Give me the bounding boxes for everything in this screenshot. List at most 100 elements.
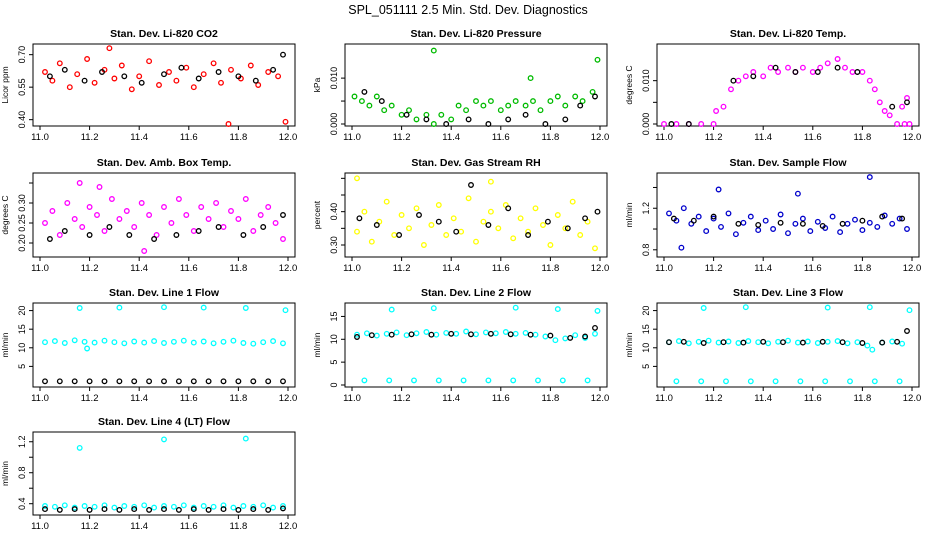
data-point — [354, 334, 360, 340]
data-point — [79, 224, 86, 230]
x-tick-label: 11.6 — [804, 393, 822, 404]
data-point — [190, 506, 197, 513]
data-point — [101, 228, 108, 234]
data-point — [505, 116, 512, 123]
data-point — [170, 503, 177, 510]
y-tick-label: 0.40 — [329, 203, 339, 221]
data-point — [61, 340, 68, 346]
data-series — [666, 328, 910, 346]
data-point — [569, 198, 576, 205]
data-point — [111, 504, 118, 511]
data-point — [106, 45, 113, 52]
data-point — [420, 242, 427, 248]
data-point — [116, 304, 123, 311]
x-tick-label: 11.0 — [655, 263, 673, 274]
data-point — [190, 339, 197, 346]
x-tick-label: 11.2 — [81, 132, 99, 143]
y-tick-label: 0.70 — [17, 46, 27, 64]
data-point — [468, 331, 474, 338]
y-tick-label: 0.8 — [17, 466, 27, 479]
data-point — [406, 107, 412, 114]
data-point — [735, 340, 742, 346]
data-point — [116, 216, 123, 222]
data-point — [542, 121, 549, 127]
data-point — [465, 116, 472, 123]
data-point — [247, 62, 254, 69]
data-point — [720, 103, 727, 110]
x-tick-label: 12.0 — [279, 521, 298, 532]
x-tick-label: 11.6 — [804, 263, 822, 274]
y-tick-label: 0.55 — [17, 78, 27, 96]
data-point — [700, 340, 707, 346]
data-point — [131, 503, 138, 510]
data-point — [74, 71, 81, 78]
data-point — [428, 222, 435, 228]
data-point — [94, 212, 100, 218]
x-tick-label: 11.2 — [393, 132, 411, 143]
data-point — [51, 338, 58, 345]
data-point — [386, 377, 393, 384]
data-series — [351, 47, 601, 127]
data-point — [220, 224, 227, 230]
data-point — [398, 111, 405, 118]
data-point — [46, 73, 53, 80]
x-tick-label: 11.8 — [542, 393, 560, 404]
data-point — [866, 174, 873, 181]
data-point — [220, 378, 227, 385]
figure-title: SPL_051111 2.5 Min. Std. Dev. Diagnostic… — [348, 3, 587, 17]
data-point — [101, 506, 108, 513]
data-point — [81, 77, 88, 84]
data-point — [473, 238, 479, 245]
data-point — [554, 93, 561, 100]
data-point — [876, 99, 883, 106]
chart-panel: Stan. Dev. Line 2 Flow ml/min 11.0 11.2 11.4… — [312, 287, 609, 404]
data-point — [780, 339, 786, 346]
data-point — [146, 378, 153, 385]
data-point — [131, 338, 138, 345]
data-series — [668, 64, 910, 127]
data-point — [81, 503, 88, 509]
data-series — [354, 304, 601, 384]
data-point — [705, 337, 712, 344]
data-point — [138, 79, 145, 86]
data-point — [834, 56, 841, 62]
data-point — [282, 307, 289, 314]
data-point — [762, 217, 769, 224]
data-point — [413, 116, 420, 123]
data-point — [403, 332, 410, 339]
data-point — [809, 69, 816, 75]
y-axis-label: ml/min — [0, 332, 10, 357]
y-tick-label: 0.010 — [641, 69, 651, 92]
data-series — [354, 175, 598, 252]
data-point — [361, 208, 368, 215]
x-tick-label: 11.6 — [492, 132, 510, 143]
data-point — [86, 506, 93, 513]
data-point — [666, 210, 672, 217]
y-tick-label: 15 — [17, 324, 27, 334]
data-point — [564, 225, 571, 232]
data-point — [235, 506, 242, 513]
data-point — [51, 503, 58, 510]
data-point — [755, 339, 762, 346]
data-point — [161, 506, 167, 513]
y-tick-label: 10 — [641, 343, 651, 353]
chart-panel: Stan. Dev. Li-820 Pressure kPa 11.0 11.2 11.… — [312, 28, 609, 143]
data-point — [879, 213, 886, 220]
data-point — [817, 64, 824, 71]
data-point — [592, 330, 598, 337]
data-point — [854, 339, 861, 346]
data-point — [398, 212, 405, 218]
x-tick-label: 11.0 — [343, 393, 361, 404]
data-point — [430, 47, 437, 54]
data-point — [819, 338, 826, 345]
data-point — [435, 202, 442, 208]
data-point — [42, 378, 48, 385]
data-point — [698, 378, 705, 385]
data-point — [240, 232, 247, 238]
x-tick-label: 11.0 — [343, 132, 361, 143]
data-point — [443, 121, 450, 127]
data-point — [126, 232, 133, 238]
plot-frame — [656, 43, 920, 127]
data-point — [690, 217, 697, 224]
data-point — [166, 69, 172, 75]
